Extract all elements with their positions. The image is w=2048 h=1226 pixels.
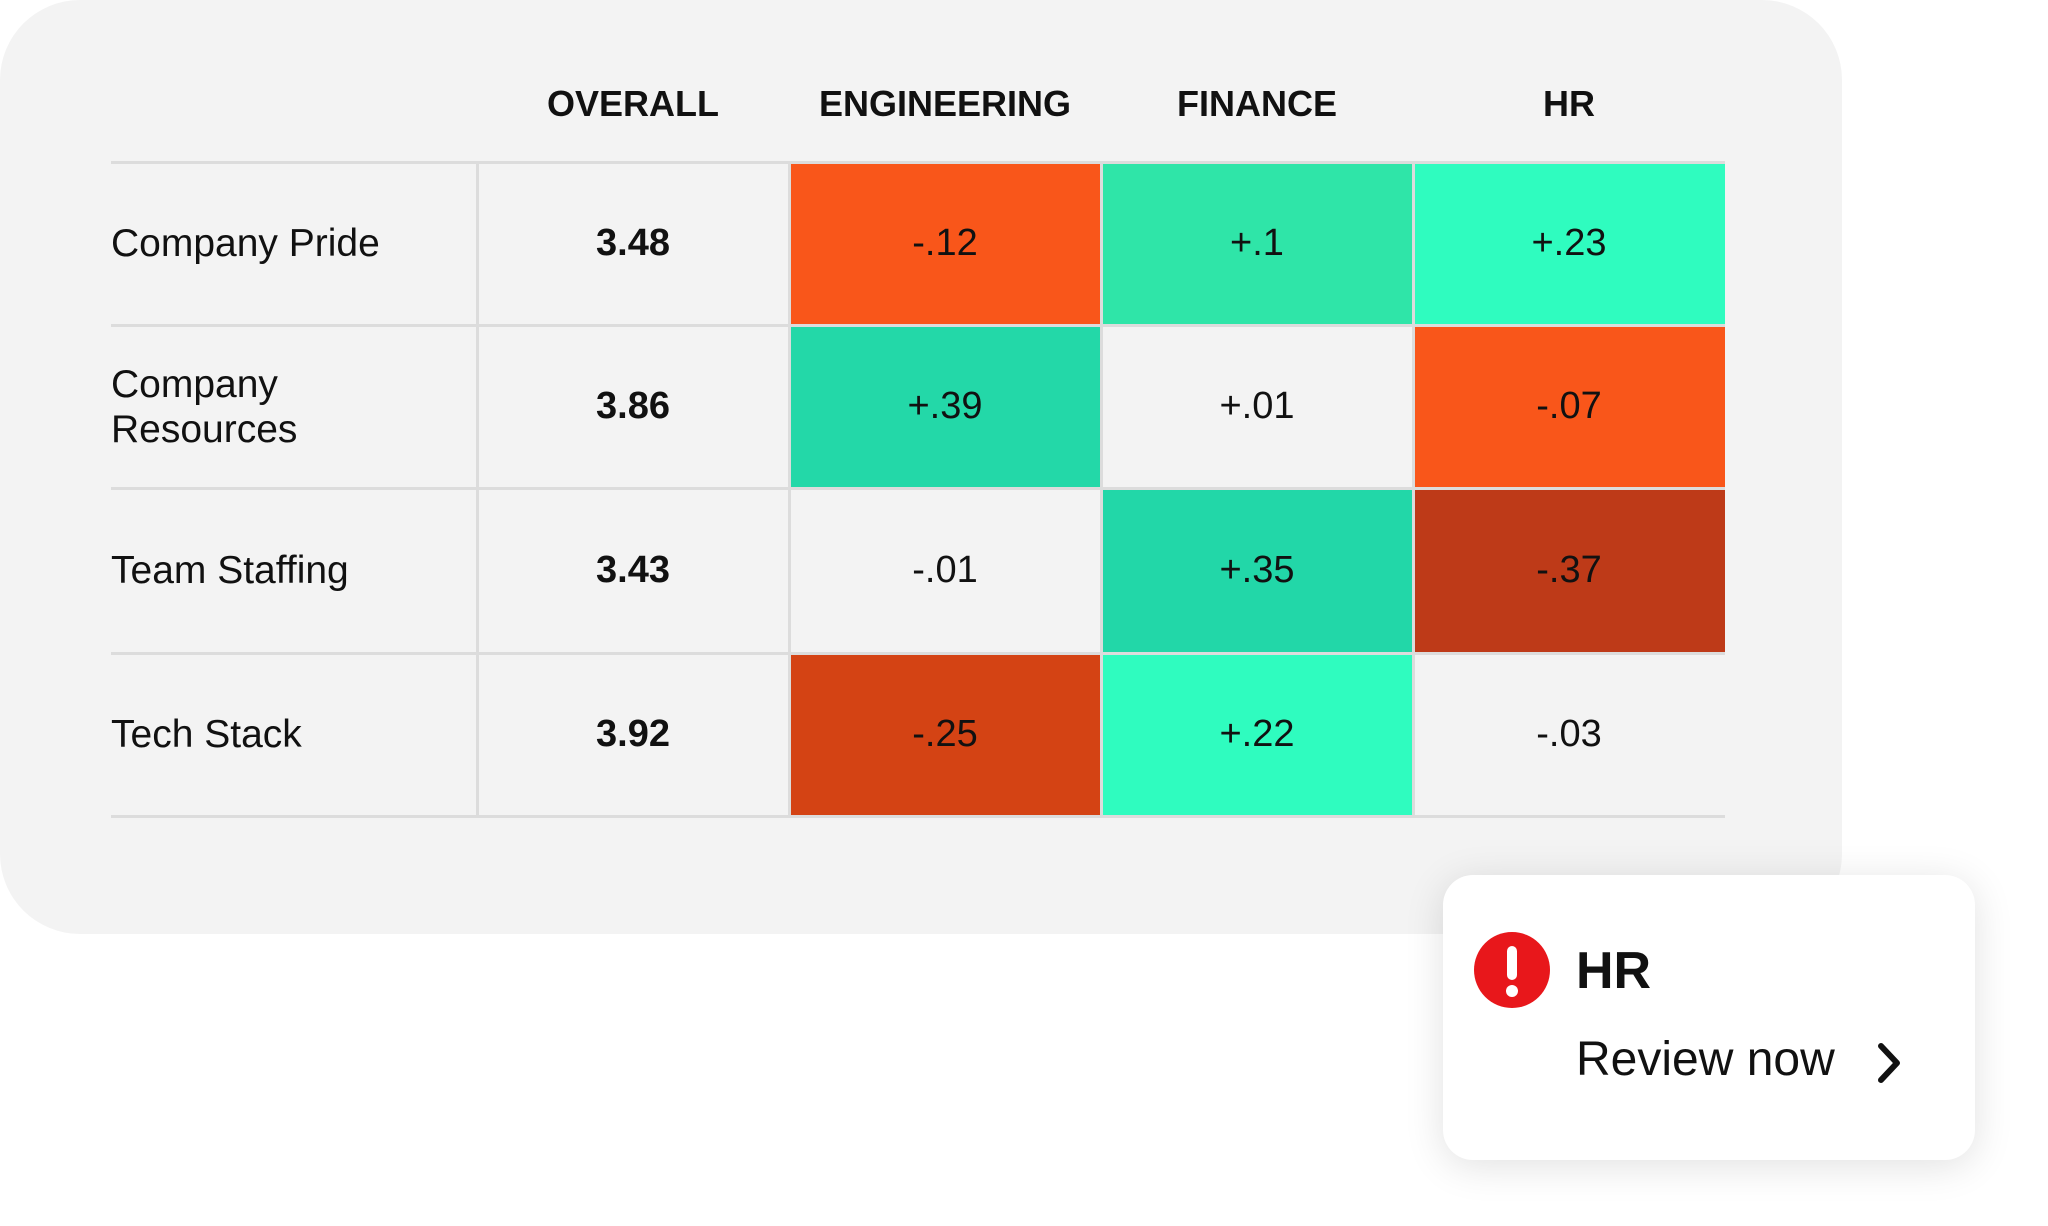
column-header: FINANCE bbox=[1177, 83, 1337, 124]
delta-cell: -.25 bbox=[789, 653, 1101, 816]
delta-cell: +.1 bbox=[1101, 162, 1413, 325]
delta-cell: -.07 bbox=[1413, 325, 1725, 488]
chevron bbox=[1878, 1043, 1900, 1083]
overall-score: 3.48 bbox=[596, 222, 670, 264]
grid-line bbox=[1412, 488, 1415, 653]
grid-line bbox=[476, 325, 479, 488]
alert-card[interactable]: HR Review now bbox=[1443, 875, 1975, 1160]
grid-line bbox=[476, 162, 479, 325]
column-header: ENGINEERING bbox=[818, 83, 1072, 124]
grid-line bbox=[1100, 162, 1103, 325]
column-header: HR bbox=[1543, 83, 1595, 124]
grid-line bbox=[1100, 653, 1103, 816]
delta-cell: -.37 bbox=[1413, 488, 1725, 653]
delta-cell: +.35 bbox=[1101, 488, 1413, 653]
delta-cell: +.01 bbox=[1219, 385, 1295, 427]
grid-line bbox=[111, 161, 1725, 164]
grid-line bbox=[1412, 325, 1415, 488]
delta-cell: -.01 bbox=[912, 549, 978, 591]
row-label: Team Staffing bbox=[111, 549, 349, 592]
delta-cell: -.12 bbox=[789, 162, 1101, 325]
grid-line bbox=[788, 162, 791, 325]
column-header: OVERALL bbox=[546, 83, 719, 124]
delta-cell: +.39 bbox=[789, 325, 1101, 488]
grid-line bbox=[476, 488, 479, 653]
alert-title: HR bbox=[1576, 942, 1652, 1000]
alert-icon bbox=[1474, 932, 1550, 1008]
grid-line bbox=[1412, 653, 1415, 816]
grid-line bbox=[788, 488, 791, 653]
delta-cell: +.23 bbox=[1413, 162, 1725, 325]
heatmap-card: OVERALL ENGINEERING FINANCE HR -.12 +.1 +.23 Co… bbox=[0, 0, 1842, 934]
row-label: Tech Stack bbox=[111, 713, 302, 756]
overall-score: 3.86 bbox=[596, 385, 670, 427]
grid-line bbox=[1100, 325, 1103, 488]
grid-line bbox=[788, 653, 791, 816]
row-label: Company Pride bbox=[111, 222, 380, 265]
overall-score: 3.92 bbox=[596, 713, 670, 755]
overall-score: 3.43 bbox=[596, 549, 670, 591]
delta-cell: -.03 bbox=[1536, 713, 1602, 755]
grid-line bbox=[111, 324, 1725, 327]
grid-line bbox=[111, 487, 1725, 490]
alert-action[interactable]: Review now bbox=[1576, 1033, 1835, 1086]
grid-line bbox=[788, 325, 791, 488]
grid-line bbox=[111, 815, 1725, 818]
delta-cell: +.22 bbox=[1101, 653, 1413, 816]
grid-line bbox=[1100, 488, 1103, 653]
grid-line bbox=[111, 652, 1725, 655]
grid-line bbox=[476, 653, 479, 816]
row-label: Company Resources bbox=[111, 362, 298, 451]
grid-line bbox=[1412, 162, 1415, 325]
